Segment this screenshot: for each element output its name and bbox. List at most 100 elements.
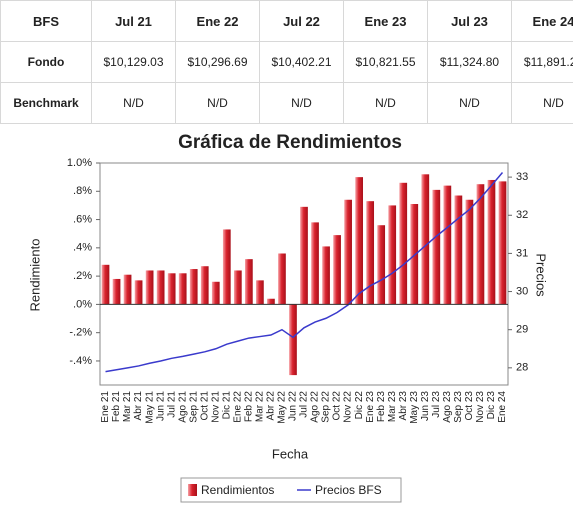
x-tick-label: Mar 22	[255, 391, 266, 423]
bar	[355, 177, 363, 305]
bar	[476, 184, 485, 305]
x-tick-label: Oct 23	[464, 391, 475, 421]
table-cell: N/D	[343, 82, 428, 124]
table-cell: N/D	[91, 82, 176, 124]
bar	[322, 246, 330, 305]
y-tick-label: .4%	[73, 242, 92, 254]
x-tick-label: Sep 23	[453, 391, 464, 423]
table-cell: $10,821.55	[343, 41, 428, 83]
y2-tick-label: 29	[516, 324, 528, 336]
y2-tick-label: 33	[516, 171, 528, 183]
bar	[167, 273, 176, 305]
summary-table: BFS Jul 21 Ene 22 Jul 22 Ene 23 Jul 23 Ene 24 F…	[0, 0, 573, 124]
bar	[156, 270, 165, 305]
table-cell: Fondo	[0, 41, 92, 83]
x-tick-label: Jul 21	[166, 391, 177, 418]
bar	[123, 274, 132, 305]
header-cell: Ene 22	[175, 0, 260, 42]
table-cell: N/D	[511, 82, 573, 124]
bar	[189, 269, 198, 305]
x-tick-label: Nov 22	[343, 391, 354, 423]
x-tick-label: Nov 23	[475, 391, 486, 423]
x-tick-label: May 22	[277, 391, 288, 424]
legend-swatch	[188, 484, 197, 496]
bar	[421, 174, 430, 305]
y-tick-label: -.2%	[69, 327, 92, 339]
x-tick-label: Jun 23	[420, 391, 431, 421]
bar	[311, 222, 319, 305]
bar	[410, 204, 419, 305]
x-tick-label: Ene 23	[365, 391, 376, 423]
x-axis-label: Fecha	[272, 446, 309, 461]
y2-tick-label: 28	[516, 362, 528, 374]
bar	[278, 253, 286, 305]
y2-tick-label: 30	[516, 285, 528, 297]
table-row: BFS Jul 21 Ene 22 Jul 22 Ene 23 Jul 23 Ene 24	[0, 0, 573, 42]
x-tick-label: Abr 22	[266, 391, 277, 421]
chart: Gráfica de Rendimientos Fecha Rendimient…	[27, 132, 549, 503]
header-cell: Jul 23	[427, 0, 512, 42]
x-tick-label: Dic 22	[354, 391, 365, 420]
legend-label: Precios BFS	[315, 483, 382, 497]
x-tick-label: Oct 22	[332, 391, 343, 421]
x-tick-label: Nov 21	[210, 391, 221, 423]
x-tick-label: Feb 21	[111, 391, 122, 423]
y2-tick-label: 32	[516, 209, 528, 221]
bar	[101, 264, 110, 305]
y-tick-label: 1.0%	[67, 157, 92, 169]
bar	[289, 304, 297, 376]
header-cell: Ene 23	[343, 0, 428, 42]
bar	[399, 182, 408, 305]
table-cell: N/D	[259, 82, 344, 124]
header-cell: Jul 22	[259, 0, 344, 42]
table-cell: N/D	[427, 82, 512, 124]
bar	[454, 195, 463, 305]
bar	[256, 280, 264, 305]
x-tick-label: Jun 22	[288, 391, 299, 421]
chart-title: Gráfica de Rendimientos	[178, 132, 402, 153]
bar	[211, 281, 220, 305]
x-tick-label: Ene 24	[497, 391, 508, 423]
header-cell: Ene 24	[511, 0, 573, 42]
x-tick-label: Dic 21	[221, 391, 232, 420]
bar	[112, 278, 121, 305]
x-tick-label: Ago 21	[177, 391, 188, 423]
bar	[432, 189, 441, 305]
y-axis-label: Rendimiento	[27, 239, 42, 312]
y-tick-label: -.4%	[69, 355, 92, 367]
x-tick-label: Abr 23	[398, 391, 409, 421]
header-cell: BFS	[0, 0, 92, 42]
x-tick-label: Ene 22	[232, 391, 243, 423]
bar	[333, 235, 341, 305]
x-tick-label: Feb 23	[376, 391, 387, 423]
y2-tick-label: 31	[516, 247, 528, 259]
bar	[344, 199, 352, 305]
bar	[222, 229, 231, 305]
x-tick-label: Jul 23	[431, 391, 442, 418]
bar	[498, 181, 507, 305]
table-cell: $10,402.21	[259, 41, 344, 83]
x-tick-label: Ago 23	[442, 391, 453, 423]
header-cell: Jul 21	[91, 0, 176, 42]
y-tick-label: .6%	[73, 213, 92, 225]
x-tick-label: Jun 21	[155, 391, 166, 421]
legend-label: Rendimientos	[201, 483, 274, 497]
y-tick-label: .2%	[73, 270, 92, 282]
x-tick-label: Ago 22	[310, 391, 321, 423]
table-cell: N/D	[175, 82, 260, 124]
bar	[145, 270, 154, 305]
y-tick-label: .0%	[73, 298, 92, 310]
bar	[134, 280, 143, 305]
x-tick-label: Feb 22	[244, 391, 255, 423]
table-cell: $10,296.69	[175, 41, 260, 83]
x-tick-label: May 21	[144, 391, 155, 424]
table-cell: $11,324.80	[427, 41, 512, 83]
x-tick-label: Abr 21	[133, 391, 144, 421]
table-cell: Benchmark	[0, 82, 92, 124]
bar	[487, 179, 496, 305]
bar	[267, 298, 275, 305]
y2-axis-label: Precios	[534, 253, 549, 297]
x-tick-label: Sep 21	[188, 391, 199, 423]
x-tick-label: Dic 23	[486, 391, 497, 420]
